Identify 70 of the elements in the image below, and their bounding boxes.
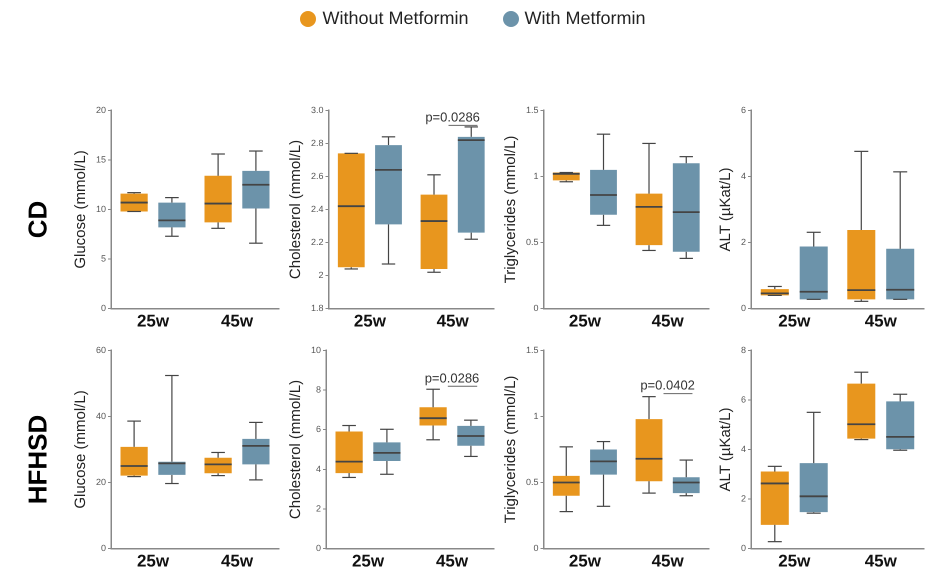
y-axis-title: Cholesterol (mmol/L) <box>287 380 304 520</box>
y-tick-label: 2.8 <box>310 138 324 148</box>
x-tick-label: 25w <box>568 311 602 330</box>
y-axis-title: Glucose (mmol/L) <box>72 150 90 269</box>
x-tick-label: 25w <box>352 551 385 570</box>
y-axis-title: Triglycerides (mmol/L) <box>502 136 520 284</box>
y-tick-label: 2 <box>318 270 324 280</box>
annotation: p=0.0402 <box>640 378 695 393</box>
y-tick-label: 15 <box>96 154 106 164</box>
y-tick-label: 4 <box>316 464 322 474</box>
legend-label: With Metformin <box>524 8 646 29</box>
text: HFHSD <box>22 414 54 504</box>
x-tick-label: 45w <box>864 311 898 330</box>
x-tick-label: 45w <box>652 551 684 570</box>
annotation: p=0.0286 <box>424 370 480 386</box>
x-tick-label: 25w <box>778 551 812 570</box>
x-tick-label: 25w <box>778 311 812 330</box>
y-tick-label: 2.4 <box>310 204 324 214</box>
y-tick-label: 0.5 <box>526 477 539 488</box>
y-axis-title: ALT (µKat/L) <box>717 408 734 492</box>
y-tick-label: 10 <box>310 344 322 355</box>
y-axis-title: Triglycerides (mmol/L) <box>502 376 520 524</box>
y-tick-label: 6 <box>740 104 746 115</box>
y-tick-label: 0 <box>740 303 746 314</box>
y-tick-label: 2 <box>316 503 322 514</box>
y-tick-label: 20 <box>96 104 106 115</box>
y-tick-label: 1 <box>533 410 539 421</box>
y-tick-label: 4 <box>740 170 746 181</box>
y-tick-label: 8 <box>740 344 746 355</box>
y-tick-label: 2 <box>740 237 746 248</box>
x-tick-label: 45w <box>220 311 254 330</box>
y-tick-label: 6 <box>740 394 746 404</box>
x-tick-label: 45w <box>220 551 254 570</box>
annotation: p=0.0286 <box>425 109 480 124</box>
y-tick-label: 0.5 <box>526 237 539 248</box>
x-tick-label: 25w <box>568 551 602 570</box>
y-tick-label: 0 <box>316 543 322 554</box>
y-tick-label: 10 <box>96 204 106 214</box>
y-tick-label: 40 <box>96 410 106 421</box>
x-tick-label: 45w <box>436 311 470 330</box>
y-tick-label: 1 <box>533 170 539 181</box>
y-tick-label: 1.5 <box>526 344 539 355</box>
y-axis-title: Glucose (mmol/L) <box>72 390 90 509</box>
x-tick-label: 25w <box>354 311 387 330</box>
y-tick-label: 2 <box>740 494 746 504</box>
y-tick-label: 0 <box>100 303 106 314</box>
y-tick-label: 0 <box>533 303 539 314</box>
y-tick-label: 20 <box>96 477 106 488</box>
x-tick-label: 25w <box>136 551 170 570</box>
y-tick-label: 0 <box>533 543 539 554</box>
y-tick-label: 2.6 <box>310 170 324 181</box>
x-tick-label: 25w <box>136 311 170 330</box>
y-tick-label: 5 <box>100 254 106 264</box>
y-tick-label: 8 <box>316 384 322 395</box>
x-tick-label: 45w <box>436 551 469 570</box>
y-tick-label: 0 <box>740 543 746 554</box>
y-axis-title: ALT (µKat/L) <box>717 168 734 252</box>
y-axis-title: Cholesterol (mmol/L) <box>287 140 304 280</box>
y-tick-label: 2.2 <box>310 237 324 248</box>
x-tick-label: 45w <box>864 551 898 570</box>
y-tick-label: 1.8 <box>310 303 324 314</box>
y-tick-label: 60 <box>96 344 106 355</box>
y-tick-label: 0 <box>100 543 106 554</box>
text: CD <box>22 200 54 238</box>
y-tick-label: 6 <box>316 424 322 434</box>
y-tick-label: 4 <box>740 444 746 454</box>
y-tick-label: 1.5 <box>526 104 539 115</box>
y-tick-label: 3.0 <box>310 104 324 115</box>
legend-label: Without Metformin <box>322 8 468 29</box>
x-tick-label: 45w <box>652 311 684 330</box>
